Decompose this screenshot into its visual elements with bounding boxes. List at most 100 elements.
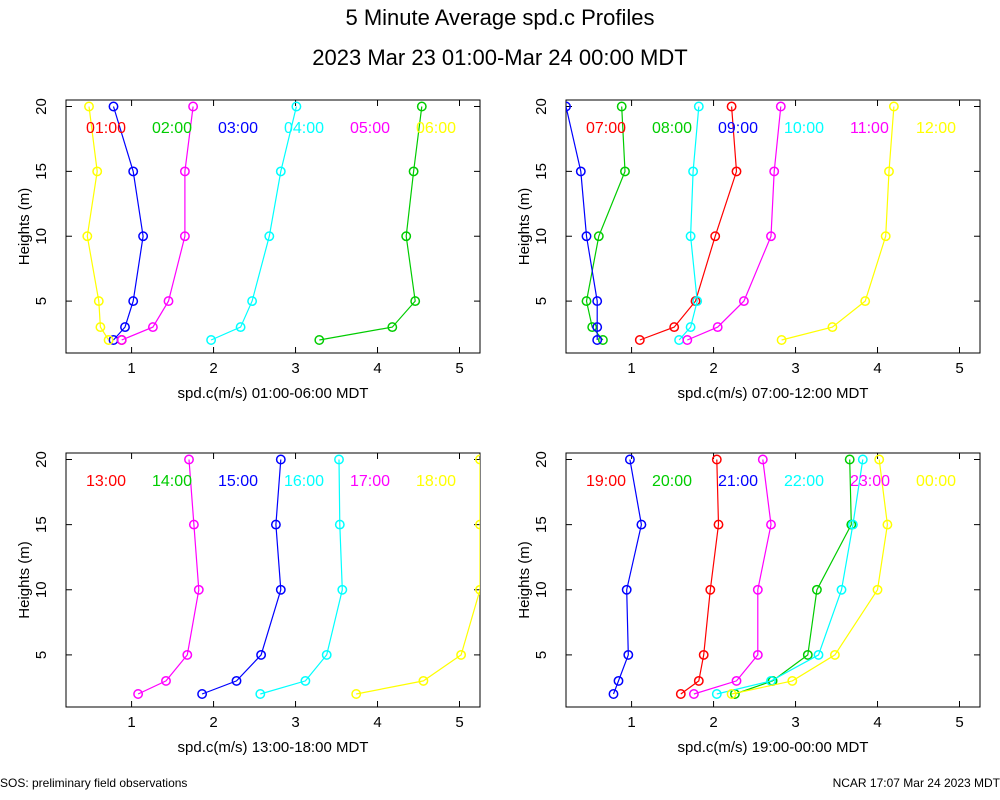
data-point [593,231,604,242]
data-area [566,101,899,345]
data-point [581,296,592,307]
data-point [829,649,840,660]
data-point [874,454,885,465]
data-point [860,296,871,307]
legend-entry: 05:00 [350,120,390,137]
legend-entry: 13:00 [86,473,126,490]
series-line [716,459,864,695]
data-point [726,101,737,112]
series-line [319,106,423,341]
footer-right-note: NCAR 17:07 Mar 24 2023 MDT [832,776,1000,790]
y-tick-label: 10 [533,228,550,245]
y-tick-label: 10 [533,581,550,598]
data-point [827,322,838,333]
x-axis-label: spd.c(m/s) 13:00-18:00 MDT [178,739,369,756]
data-point [738,296,749,307]
data-point [682,335,693,345]
data-point [813,649,824,660]
data-point [847,519,858,530]
data-point [811,584,822,595]
data-point [275,454,286,465]
y-tick-label: 15 [33,163,50,180]
y-tick-label: 15 [33,516,50,533]
data-point [836,584,847,595]
data-point [620,166,630,177]
data-point [103,335,114,345]
series-line [731,459,889,695]
legend-entry: 03:00 [218,120,258,137]
data-point [108,101,119,112]
x-tick-label: 2 [709,360,717,377]
data-point [231,675,242,686]
y-tick-label: 5 [533,651,550,659]
data-point [693,675,704,686]
y-axis-label: Heights (m) [16,541,33,619]
series-line [734,459,852,695]
data-point [184,454,194,465]
panel-2: 1 2 3 4 5 5 10 15 20 spd.c(m/s) 07:00-12:00 MDT He… [516,98,981,402]
x-tick-label: 4 [373,360,381,377]
y-tick-label: 20 [33,98,50,115]
legend-entry: 09:00 [718,120,758,137]
data-point [410,296,421,307]
data-point [197,689,208,699]
data-point [163,296,174,307]
data-point [270,519,281,530]
data-point [712,322,723,333]
series-line [86,106,110,341]
data-point [401,231,412,242]
legend-entry: 22:00 [784,473,824,490]
footer-left-note: SOS: preliminary field observations [0,776,188,790]
data-point [475,584,480,595]
data-point [387,322,398,333]
data-point [418,675,429,686]
data-point [752,649,763,660]
series-line [687,106,782,341]
data-point [206,335,217,345]
data-point [802,649,813,660]
data-point [193,584,204,595]
data-point [179,231,190,242]
data-point [120,322,130,333]
x-axis-label: spd.c(m/s) 19:00-00:00 MDT [678,739,869,756]
data-point [337,584,348,595]
data-point [587,322,598,333]
data-point [351,689,362,699]
legend-entry: 23:00 [850,473,890,490]
x-tick-label: 4 [873,360,881,377]
data-point [711,689,722,699]
series-line [680,459,720,695]
data-point [698,649,709,660]
data-point [592,335,603,345]
x-axis-label: spd.c(m/s) 01:00-06:00 MDT [178,385,369,402]
data-point [188,519,199,530]
data-point [616,101,627,112]
data-point [766,519,776,530]
plot-frame [565,452,981,708]
data-point [314,335,325,345]
data-point [685,231,696,242]
data-point [776,335,787,345]
plot-frame [65,99,481,354]
data-point [857,454,868,465]
x-tick-label: 5 [455,714,463,731]
data-point [766,231,776,242]
plot-frame [65,452,481,708]
data-point [334,519,345,530]
y-axis-label: Heights (m) [516,188,533,266]
data-point [880,231,891,242]
data-point [787,675,798,686]
data-point [688,166,699,177]
y-tick-label: 10 [33,228,50,245]
data-point [769,166,780,177]
data-point [566,101,571,112]
legend-entry: 12:00 [916,120,956,137]
x-tick-label: 3 [791,360,799,377]
data-area [608,454,893,699]
data-point [597,335,608,345]
legend-entry: 02:00 [152,120,192,137]
y-tick-label: 15 [533,516,550,533]
series-line [112,106,144,341]
series-line [201,459,282,695]
x-tick-label: 5 [955,360,963,377]
